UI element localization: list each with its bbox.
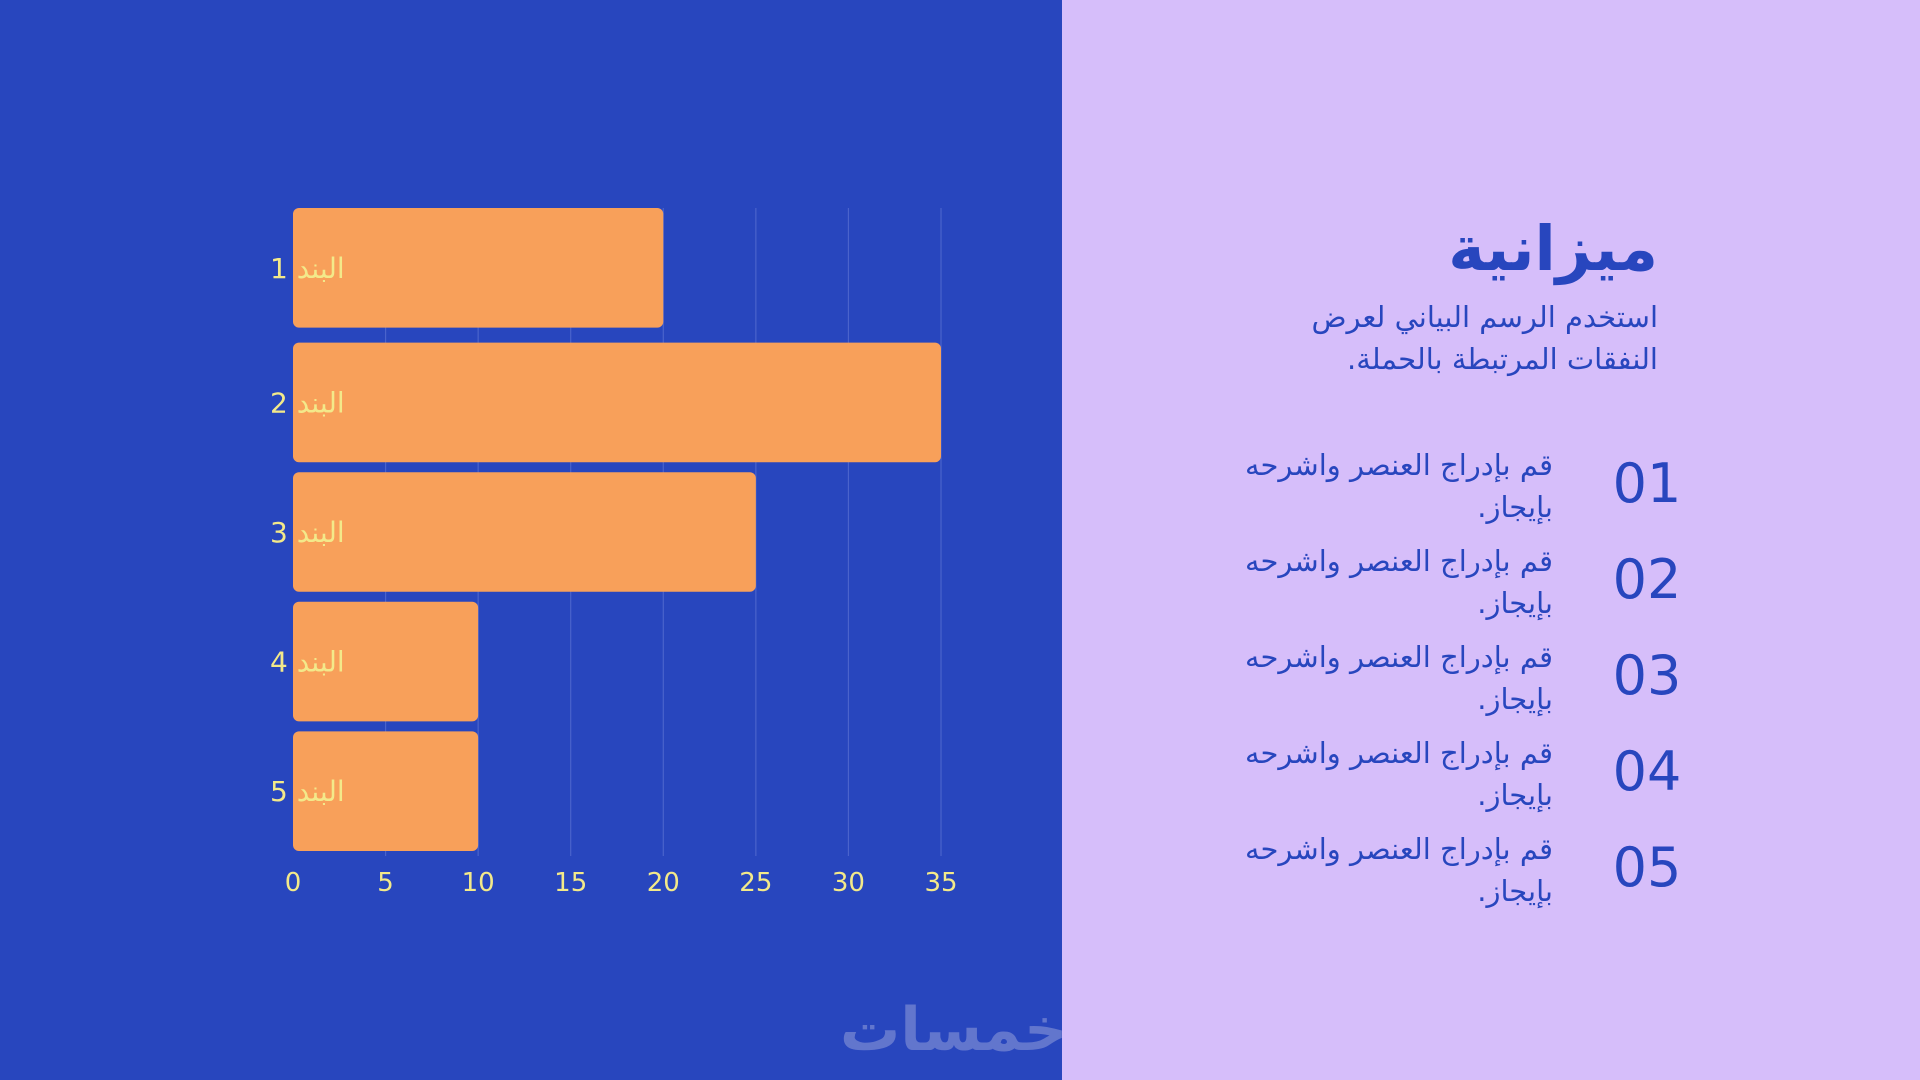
bar [293,731,479,851]
list-item-number: 05 [1612,836,1682,899]
list-item-text: قم بإدراج العنصر واشرحه بإيجاز. [1244,544,1553,620]
category-label: البند 3 [270,516,345,549]
list-item-number: 01 [1612,452,1682,515]
category-label: البند 5 [270,775,345,808]
x-tick-label: 25 [739,868,772,898]
bar [293,472,756,592]
list-item-text: قم بإدراج العنصر واشرحه بإيجاز. [1244,640,1553,716]
x-tick-label: 15 [554,868,587,898]
x-tick-label: 5 [377,868,394,898]
list-item-number: 03 [1612,644,1682,707]
x-tick-label: 20 [647,868,680,898]
list-item-text: قم بإدراج العنصر واشرحه بإيجاز. [1244,832,1553,908]
chart-panel: البند 1 البند 2 البند 3 البند 4 البند 5 0 5 10 1… [0,0,1067,1080]
bar [293,208,664,328]
list-item: قم بإدراج العنصر واشرحه بإيجاز. 03 [1062,636,1920,728]
x-tick-label: 30 [832,868,865,898]
list-item-text: قم بإدراج العنصر واشرحه بإيجاز. [1244,448,1553,524]
bar [293,601,479,722]
category-label: البند 2 [270,386,345,419]
x-tick-label: 35 [924,868,957,898]
list-item: قم بإدراج العنصر واشرحه بإيجاز. 02 [1062,540,1920,632]
page-title: ميزانية [1448,212,1658,285]
list-item: قم بإدراج العنصر واشرحه بإيجاز. 05 [1062,828,1920,920]
list-item-number: 02 [1612,548,1682,611]
watermark-logo: خمسات [840,995,1068,1065]
budget-bar-chart: البند 1 البند 2 البند 3 البند 4 البند 5 0 5 10 1… [270,208,958,898]
list-item: قم بإدراج العنصر واشرحه بإيجاز. 04 [1062,732,1920,824]
list-item-number: 04 [1612,740,1682,803]
x-tick-label: 10 [462,868,495,898]
category-label: البند 4 [270,646,345,679]
page-subtitle: استخدم الرسم البياني لعرض النفقات المرتب… [1311,300,1658,376]
x-tick-label: 0 [285,868,302,898]
list-item: قم بإدراج العنصر واشرحه بإيجاز. 01 [1062,444,1920,536]
category-label: البند 1 [270,252,345,285]
bar [293,342,941,463]
content-panel [1062,0,1920,1080]
list-item-text: قم بإدراج العنصر واشرحه بإيجاز. [1244,736,1553,812]
